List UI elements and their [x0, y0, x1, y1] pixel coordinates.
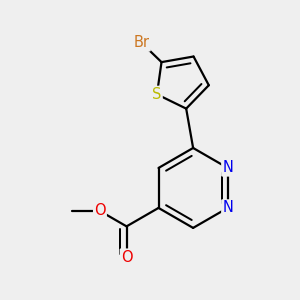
Text: O: O — [121, 250, 132, 265]
Text: N: N — [222, 200, 233, 215]
Text: S: S — [152, 87, 162, 102]
Text: Br: Br — [134, 35, 150, 50]
Text: N: N — [222, 160, 233, 175]
Text: O: O — [94, 203, 106, 218]
